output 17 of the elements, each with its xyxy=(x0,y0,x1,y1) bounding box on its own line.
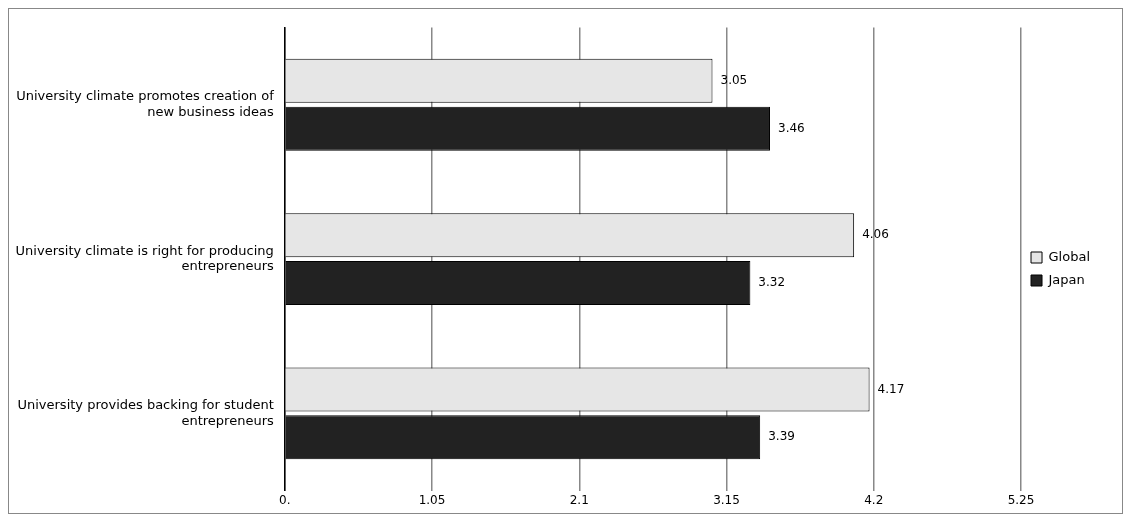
x-tick-label: 3.15 xyxy=(713,492,740,507)
x-tick-label: 2.1 xyxy=(569,492,589,507)
data-label: 4.17 xyxy=(877,381,905,396)
data-label: 3.46 xyxy=(777,120,805,135)
legend-label: Japan xyxy=(1047,271,1085,287)
x-tick-label: 5.25 xyxy=(1007,492,1035,507)
legend-label: Global xyxy=(1048,248,1091,264)
x-tick-label: 1.05 xyxy=(418,492,446,507)
data-label: 3.39 xyxy=(768,429,795,444)
data-label: 3.32 xyxy=(758,275,786,290)
data-label: 4.06 xyxy=(862,227,889,242)
data-label: 3.05 xyxy=(720,72,748,87)
y-tick-label: University climate promotes creation of new business ideas xyxy=(16,88,275,119)
x-tick-label: 4.2 xyxy=(864,492,884,507)
y-tick-label: University provides backing for student entrepreneurs xyxy=(17,397,274,428)
x-tick-label: 0. xyxy=(279,492,291,507)
y-tick-label: University climate is right for producing entrepreneurs xyxy=(15,242,274,274)
